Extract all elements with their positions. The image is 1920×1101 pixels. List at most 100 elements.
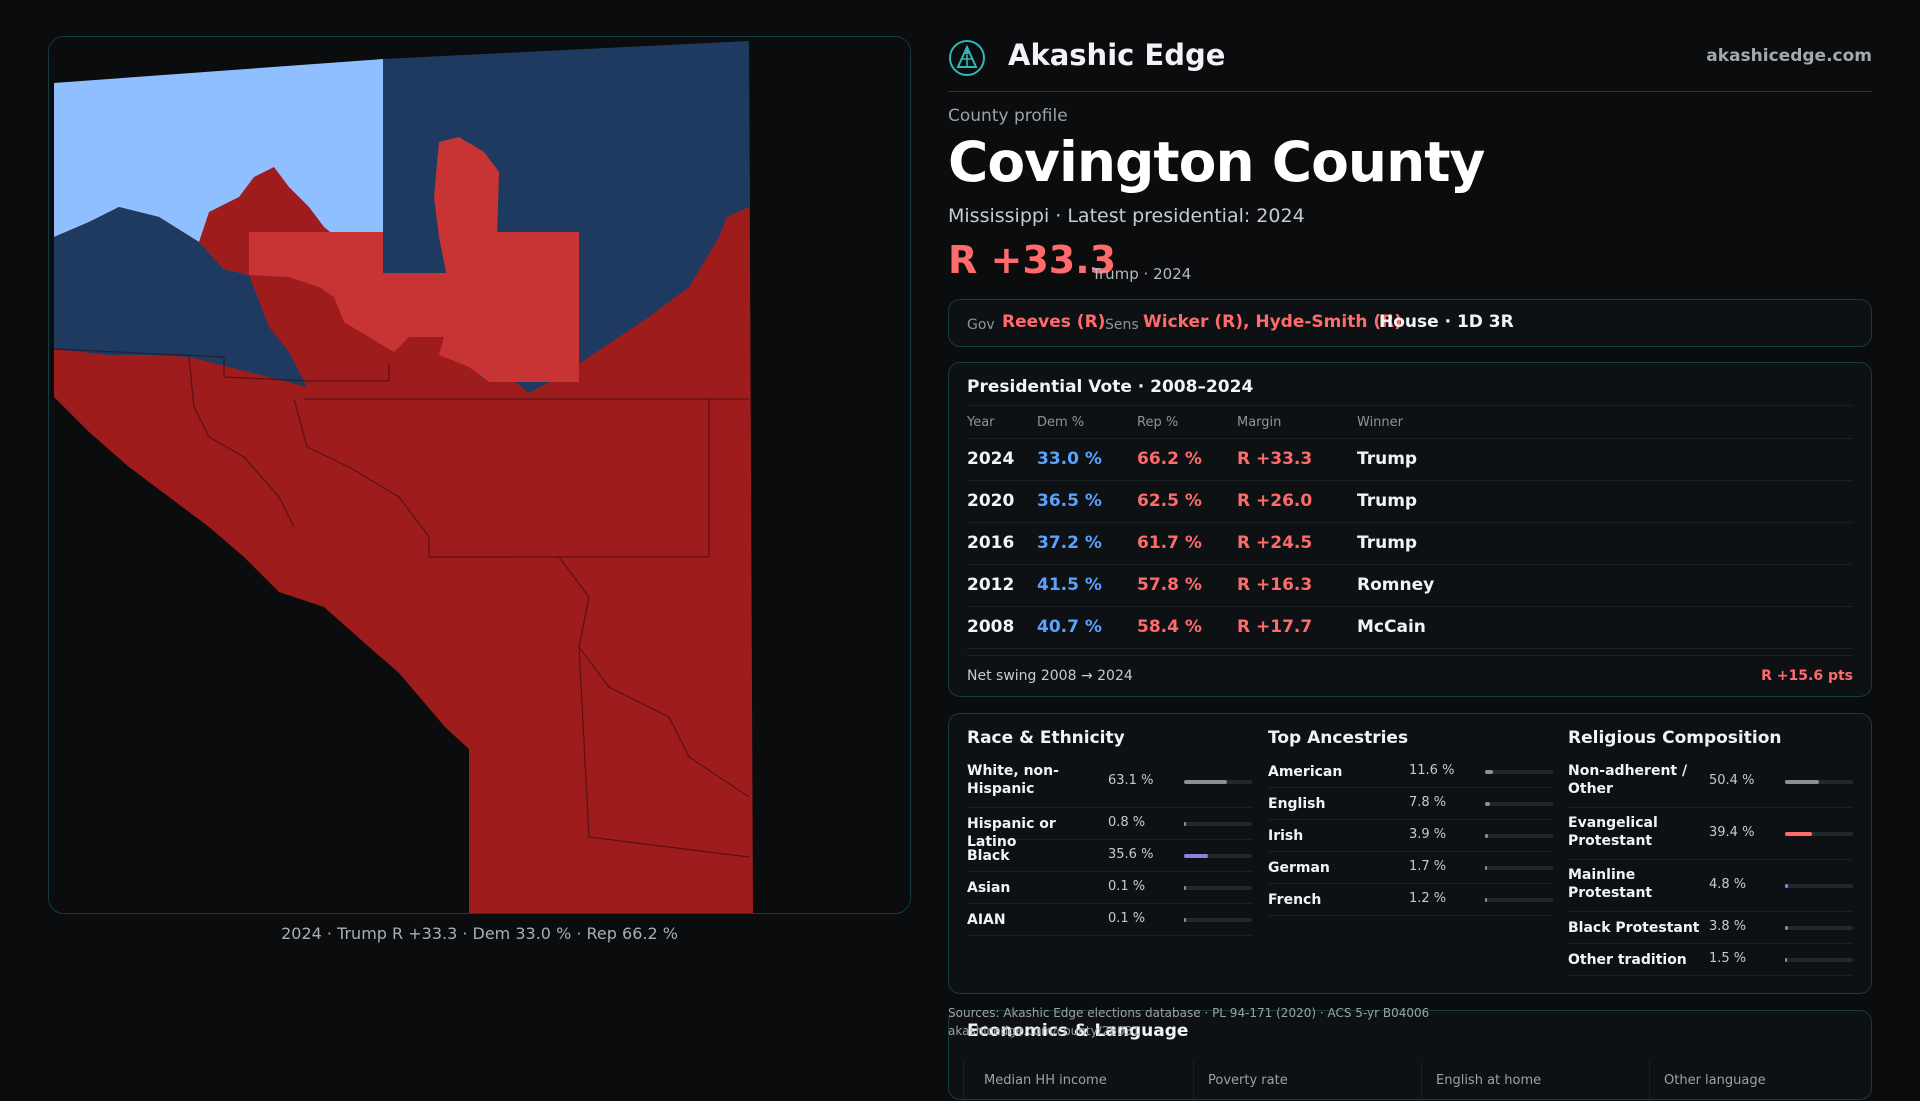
brand-url-link[interactable]: akashicedge.com — [1706, 46, 1872, 66]
demographic-label: Non-adherent / Other — [1568, 763, 1688, 797]
demographic-label: Hispanic or Latino — [967, 816, 1056, 850]
list-item: American 11.6 % — [1268, 756, 1553, 788]
demographic-bar-fill — [1184, 822, 1186, 826]
cell-dem: 41.5 % — [1037, 575, 1102, 595]
demographic-label: American — [1268, 764, 1343, 780]
col-header-rep: Rep % — [1137, 415, 1179, 430]
demographic-value: 0.8 % — [1108, 815, 1146, 830]
map-dem-ne-region — [383, 41, 749, 393]
cell-year: 2012 — [967, 575, 1015, 595]
cell-rep: 66.2 % — [1137, 449, 1202, 469]
demographic-bar-fill — [1184, 886, 1186, 890]
page-eyebrow: County profile — [948, 106, 1068, 126]
list-item: Other tradition 1.5 % — [1568, 944, 1853, 976]
demographic-value: 0.1 % — [1108, 911, 1146, 926]
demographic-value: 1.2 % — [1409, 891, 1447, 906]
col-header-margin: Margin — [1237, 415, 1282, 430]
demographic-bar-track — [1184, 918, 1252, 922]
demographic-bar-fill — [1485, 834, 1488, 838]
list-item: Black 35.6 % — [967, 840, 1252, 872]
cell-dem: 36.5 % — [1037, 491, 1102, 511]
demographic-label: Irish — [1268, 828, 1304, 844]
cell-year: 2020 — [967, 491, 1015, 511]
county-map[interactable] — [48, 36, 911, 914]
demographic-value: 1.7 % — [1409, 859, 1447, 874]
econ-cell-label: Poverty rate — [1208, 1073, 1288, 1088]
econ-cell: Poverty rate — [1193, 1061, 1421, 1101]
presidential-vote-title: Presidential Vote · 2008–2024 — [967, 377, 1254, 397]
house-value: House · 1D 3R — [1379, 312, 1514, 332]
demographic-bar-track — [1485, 802, 1553, 806]
demographic-value: 35.6 % — [1108, 847, 1154, 862]
list-item: White, non-Hispanic 63.1 % — [967, 756, 1252, 808]
cell-rep: 61.7 % — [1137, 533, 1202, 553]
map-dem-west-region — [54, 207, 307, 387]
col-header-dem: Dem % — [1037, 415, 1085, 430]
list-item: English 7.8 % — [1268, 788, 1553, 820]
county-profile-panel: Akashic Edge akashicedge.com County prof… — [948, 0, 1872, 1101]
headline-margin-note: Trump · 2024 — [1092, 265, 1192, 283]
table-row: 2016 37.2 % 61.7 % R +24.5 Trump — [967, 523, 1853, 565]
demographic-bar-fill — [1485, 802, 1491, 806]
brand-name: Akashic Edge — [1008, 38, 1226, 72]
cell-year: 2008 — [967, 617, 1015, 637]
demographic-bar-track — [1785, 884, 1853, 888]
net-swing-label: Net swing 2008 → 2024 — [967, 668, 1133, 684]
demographic-bar-fill — [1184, 854, 1209, 858]
sources-text: Sources: Akashic Edge elections database… — [948, 1006, 1430, 1020]
demographic-value: 11.6 % — [1409, 763, 1455, 778]
net-swing-row: Net swing 2008 → 2024 R +15.6 pts — [967, 655, 1853, 689]
cell-winner: Trump — [1357, 449, 1418, 469]
cell-dem: 37.2 % — [1037, 533, 1102, 553]
demographics-column: Top Ancestries American 11.6 % English 7.8 %… — [1268, 714, 1553, 995]
page-title: Covington County — [948, 130, 1485, 194]
cell-margin: R +24.5 — [1237, 533, 1313, 553]
table-row: 2008 40.7 % 58.4 % R +17.7 McCain — [967, 607, 1853, 649]
econ-cell: Median HH income — [963, 1061, 1193, 1101]
demographic-label: German — [1268, 860, 1330, 876]
demographic-bar-track — [1184, 854, 1252, 858]
demographic-label: Black — [967, 848, 1010, 864]
demographic-bar-track — [1785, 780, 1853, 784]
cell-winner: Trump — [1357, 533, 1418, 553]
list-item: AIAN 0.1 % — [967, 904, 1252, 936]
econ-cell: English at home — [1421, 1061, 1649, 1101]
demographic-bar-fill — [1785, 884, 1789, 888]
map-county-lines — [53, 348, 750, 858]
list-item: Hispanic or Latino 0.8 % — [967, 808, 1252, 850]
demographic-label: Mainline Protestant — [1568, 867, 1653, 901]
demographic-bar-fill — [1785, 958, 1787, 962]
list-item: French 1.2 % — [1268, 884, 1553, 916]
demographic-label: Asian — [967, 880, 1011, 896]
demographic-bar-fill — [1785, 832, 1812, 836]
sources-url[interactable]: akashicedge.com/county/28031 — [948, 1024, 1140, 1038]
map-focus-county-east — [445, 337, 579, 382]
econ-cell-label: English at home — [1436, 1073, 1542, 1088]
cell-margin: R +17.7 — [1237, 617, 1313, 637]
list-item: Black Protestant 3.8 % — [1568, 912, 1853, 944]
demographic-bar-fill — [1485, 770, 1493, 774]
list-item: Non-adherent / Other 50.4 % — [1568, 756, 1853, 808]
demographic-bar-fill — [1485, 898, 1487, 902]
cell-dem: 40.7 % — [1037, 617, 1102, 637]
list-item: Asian 0.1 % — [967, 872, 1252, 904]
econ-cell-label: Median HH income — [984, 1073, 1107, 1088]
list-item: Evangelical Protestant 39.4 % — [1568, 808, 1853, 860]
net-swing-value: R +15.6 pts — [1761, 668, 1853, 684]
demographic-label: Other tradition — [1568, 952, 1687, 968]
demographic-label: White, non-Hispanic — [967, 763, 1059, 797]
demographic-label: Black Protestant — [1568, 920, 1700, 936]
cell-winner: Trump — [1357, 491, 1418, 511]
demographics-column-title: Religious Composition — [1568, 728, 1782, 748]
list-item: Irish 3.9 % — [1268, 820, 1553, 852]
demographic-bar-track — [1184, 886, 1252, 890]
table-row: 2024 33.0 % 66.2 % R +33.3 Trump — [967, 439, 1853, 481]
demographic-bar-fill — [1785, 926, 1788, 930]
demographic-bar-track — [1785, 958, 1853, 962]
demographic-bar-track — [1184, 822, 1252, 826]
cell-rep: 57.8 % — [1137, 575, 1202, 595]
demographic-bar-track — [1485, 834, 1553, 838]
demographic-value: 4.8 % — [1709, 877, 1747, 892]
presidential-vote-table: Year Dem % Rep % Margin Winner 2024 33.0… — [967, 405, 1853, 649]
cell-year: 2024 — [967, 449, 1015, 469]
